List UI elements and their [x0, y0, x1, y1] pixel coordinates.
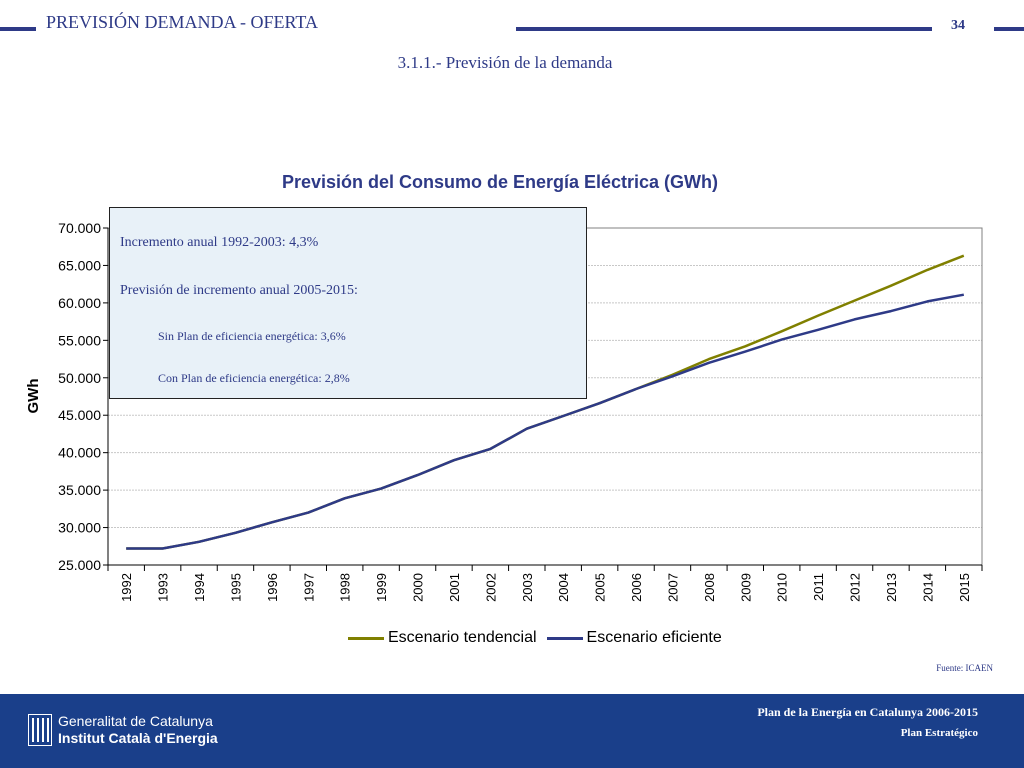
header-rule-left	[0, 27, 36, 31]
x-tick-label: 2014	[920, 573, 935, 602]
y-tick-label: 25.000	[58, 557, 101, 573]
y-tick-label: 60.000	[58, 295, 101, 311]
plan-title: Plan de la Energía en Catalunya 2006-201…	[757, 705, 978, 719]
source-note: Fuente: ICAEN	[936, 663, 993, 673]
page-number: 34	[951, 18, 965, 33]
x-tick-label: 1999	[374, 573, 389, 602]
x-tick-label: 1995	[228, 573, 243, 602]
x-tick-label: 1992	[119, 573, 134, 602]
legend-label-tendencial: Escenario tendencial	[388, 629, 537, 646]
chart-legend: Escenario tendencial Escenario eficiente	[348, 629, 732, 647]
y-axis-label: GWh	[25, 379, 42, 414]
generalitat-logo-icon	[28, 714, 52, 746]
org-name-line-2: Institut Català d'Energia	[58, 730, 218, 746]
legend-item-tendencial: Escenario tendencial	[348, 629, 537, 647]
plan-subtitle: Plan Estratégico	[900, 727, 978, 739]
y-tick-label: 45.000	[58, 407, 101, 423]
x-tick-label: 2001	[447, 573, 462, 602]
y-axis-ticks: 25.000 30.000 35.000 40.000 45.000 50.000 55.0…	[58, 220, 108, 573]
x-tick-label: 1996	[265, 573, 280, 602]
x-tick-label: 1997	[301, 573, 316, 602]
chart-series	[126, 254, 965, 550]
y-tick-label: 50.000	[58, 370, 101, 386]
x-tick-label: 2015	[957, 573, 972, 602]
x-tick-label: 2003	[520, 573, 535, 602]
header-rule-right	[516, 27, 932, 31]
annotation-box: Incremento anual 1992-2003: 4,3% Previsi…	[109, 207, 587, 399]
chart-title: Previsión del Consumo de Energía Eléctri…	[281, 172, 719, 192]
slide-subtitle: 3.1.1.- Previsión de la demanda	[397, 53, 613, 72]
y-tick-label: 70.000	[58, 220, 101, 236]
x-tick-label: 1998	[338, 573, 353, 602]
y-tick-label: 40.000	[58, 445, 101, 461]
annotation-line-1: Incremento anual 1992-2003: 4,3%	[120, 235, 319, 250]
legend-swatch-tendencial	[348, 636, 384, 640]
annotation-line-3: Sin Plan de eficiencia energética: 3,6%	[158, 329, 346, 343]
legend-swatch-eficiente	[546, 636, 583, 640]
section-title: PREVISIÓN DEMANDA - OFERTA	[46, 12, 318, 32]
x-tick-label: 2009	[738, 573, 753, 602]
x-axis-ticks: 1992 1993 1994 1995 1996 1997 1998 1999 2000 2001…	[107, 565, 983, 602]
x-tick-label: 2010	[775, 573, 790, 602]
x-tick-label: 1993	[156, 573, 171, 602]
y-tick-label: 35.000	[58, 482, 101, 498]
header-rule-far-right	[994, 27, 1024, 31]
x-tick-label: 2013	[884, 573, 899, 602]
y-tick-label: 65.000	[58, 257, 101, 273]
x-tick-label: 2008	[702, 573, 717, 602]
x-tick-label: 2005	[593, 573, 608, 602]
series-line-eficiente	[126, 293, 965, 550]
annotation-line-4: Con Plan de eficiencia energética: 2,8%	[158, 371, 350, 385]
x-tick-label: 2011	[811, 573, 826, 601]
legend-label-eficiente: Escenario eficiente	[586, 629, 722, 646]
x-tick-label: 2002	[483, 573, 498, 602]
x-tick-label: 2007	[665, 573, 680, 602]
x-tick-label: 2004	[556, 573, 571, 602]
legend-item-eficiente: Escenario eficiente	[546, 629, 722, 647]
footer-bar: Generalitat de Catalunya Institut Català…	[0, 694, 1024, 768]
org-name-line-1: Generalitat de Catalunya	[58, 713, 213, 729]
annotation-line-2: Previsión de incremento anual 2005-2015:	[120, 283, 358, 298]
y-tick-label: 30.000	[58, 520, 101, 536]
x-tick-label: 2006	[629, 573, 644, 602]
y-tick-label: 55.000	[58, 332, 101, 348]
x-tick-label: 2000	[411, 573, 426, 602]
x-tick-label: 2012	[848, 573, 863, 602]
x-tick-label: 1994	[192, 573, 207, 602]
